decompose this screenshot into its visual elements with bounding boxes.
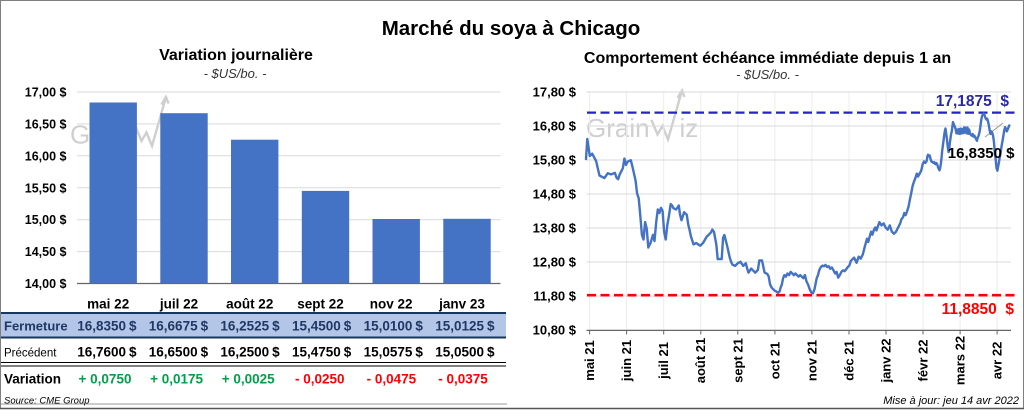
svg-text:$: $: [201, 319, 209, 334]
svg-text:10,80 $: 10,80 $: [533, 323, 577, 338]
svg-text:11,8850 $: 11,8850 $: [942, 301, 1015, 318]
svg-text:16,6500: 16,6500: [149, 345, 198, 360]
svg-text:mars 22: mars 22: [953, 336, 968, 385]
svg-text:16,6675: 16,6675: [149, 319, 198, 334]
svg-text:août 21: août 21: [693, 338, 708, 384]
svg-text:Mise à jour: jeu 14 avr 2022: Mise à jour: jeu 14 avr 2022: [883, 395, 1019, 407]
svg-text:- 0,0475: - 0,0475: [367, 372, 417, 387]
svg-text:16,00 $: 16,00 $: [25, 149, 67, 163]
svg-text:17,80 $: 17,80 $: [533, 85, 577, 100]
svg-text:16,50 $: 16,50 $: [25, 117, 67, 131]
svg-text:+ 0,0750: + 0,0750: [79, 372, 132, 387]
svg-text:15,0125: 15,0125: [435, 319, 484, 334]
svg-text:$: $: [272, 319, 280, 334]
svg-text:janv 23: janv 23: [438, 297, 485, 312]
svg-text:15,0100: 15,0100: [364, 319, 413, 334]
svg-text:17,1875 $: 17,1875 $: [936, 93, 1010, 110]
svg-text:iz: iz: [680, 113, 699, 143]
svg-text:15,00 $: 15,00 $: [25, 213, 67, 227]
svg-text:15,0500: 15,0500: [435, 345, 484, 360]
svg-text:16,2525: 16,2525: [220, 319, 269, 334]
svg-text:sept 21: sept 21: [730, 338, 745, 383]
svg-text:+ 0,0025: + 0,0025: [222, 372, 275, 387]
svg-text:- 0,0375: - 0,0375: [438, 372, 488, 387]
svg-text:12,80 $: 12,80 $: [533, 255, 577, 270]
svg-text:nov 21: nov 21: [804, 340, 819, 381]
svg-text:Grain: Grain: [586, 113, 650, 143]
svg-text:$: $: [129, 345, 137, 360]
svg-text:15,50 $: 15,50 $: [25, 181, 67, 195]
svg-text:Fermeture: Fermeture: [4, 319, 68, 334]
svg-text:mai 21: mai 21: [582, 340, 597, 380]
svg-text:Précédent: Précédent: [4, 348, 57, 360]
svg-text:août 22: août 22: [226, 297, 273, 312]
svg-text:juil 21: juil 21: [656, 342, 671, 380]
svg-text:$: $: [415, 319, 423, 334]
svg-text:16,8350 $: 16,8350 $: [948, 145, 1015, 162]
svg-text:Marché du soya à Chicago: Marché du soya à Chicago: [382, 17, 641, 40]
svg-text:Variation journalière: Variation journalière: [159, 47, 313, 64]
svg-text:Comportement échéance immédia: Comportement échéance immédiate depuis 1…: [584, 50, 951, 67]
svg-text:Variation: Variation: [4, 372, 61, 387]
svg-text:16,2500: 16,2500: [220, 345, 269, 360]
svg-text:févr 22: févr 22: [916, 340, 931, 382]
svg-text:$: $: [201, 345, 209, 360]
svg-text:14,80 $: 14,80 $: [533, 187, 577, 202]
svg-text:$: $: [415, 345, 423, 360]
svg-text:déc 21: déc 21: [842, 340, 857, 380]
svg-text:$: $: [344, 319, 352, 334]
svg-text:oct 21: oct 21: [767, 342, 782, 380]
svg-text:juil 22: juil 22: [159, 297, 198, 312]
svg-text:$: $: [487, 345, 495, 360]
svg-text:avr 22: avr 22: [990, 342, 1005, 380]
svg-text:14,50 $: 14,50 $: [25, 245, 67, 259]
svg-text:janv 22: janv 22: [879, 338, 894, 383]
svg-text:- $US/bo. -: - $US/bo. -: [736, 67, 800, 82]
svg-text:- $US/bo. -: - $US/bo. -: [204, 66, 268, 81]
svg-text:+ 0,0175: + 0,0175: [150, 372, 203, 387]
svg-text:$: $: [272, 345, 280, 360]
svg-text:15,0575: 15,0575: [364, 345, 413, 360]
svg-text:15,4750: 15,4750: [292, 345, 341, 360]
svg-text:16,7600: 16,7600: [77, 345, 126, 360]
svg-text:juin 21: juin 21: [619, 340, 634, 382]
svg-text:sept 22: sept 22: [297, 297, 344, 312]
svg-text:mai 22: mai 22: [87, 297, 129, 312]
svg-text:13,80 $: 13,80 $: [533, 221, 577, 236]
svg-text:14,00 $: 14,00 $: [25, 277, 67, 291]
svg-text:$: $: [344, 345, 352, 360]
svg-text:15,80 $: 15,80 $: [533, 153, 577, 168]
svg-text:$: $: [487, 319, 495, 334]
svg-text:17,00 $: 17,00 $: [25, 86, 67, 100]
svg-text:- 0,0250: - 0,0250: [295, 372, 345, 387]
svg-text:11,80 $: 11,80 $: [533, 289, 576, 304]
svg-text:Source: CME Group: Source: CME Group: [4, 396, 90, 407]
svg-text:16,80 $: 16,80 $: [533, 119, 577, 134]
svg-text:nov 22: nov 22: [370, 297, 413, 312]
svg-text:15,4500: 15,4500: [292, 319, 341, 334]
svg-text:$: $: [129, 319, 137, 334]
svg-text:16,8350: 16,8350: [77, 319, 126, 334]
